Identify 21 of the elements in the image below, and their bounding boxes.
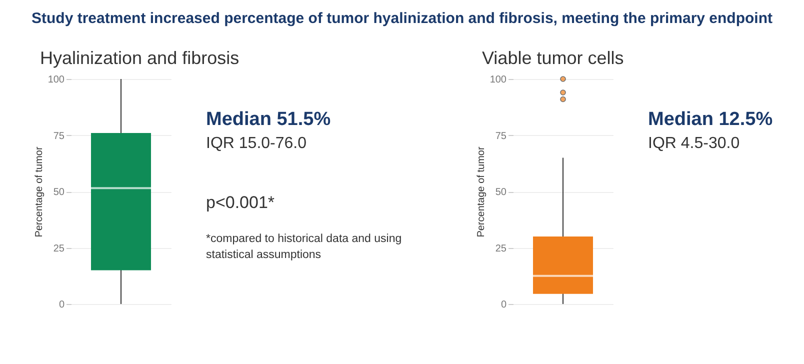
text: Median 12.5%: [648, 109, 773, 131]
text: IQR 15.0-76.0: [206, 135, 308, 153]
y-tick-label: 0: [500, 300, 507, 310]
y-tick-label: 75: [495, 130, 507, 142]
text: p<0.001*: [206, 193, 276, 213]
y-tick-label: 75: [53, 130, 65, 142]
text: Median 51.5%: [206, 109, 332, 131]
y-tick-label: 0: [58, 300, 65, 310]
text: Study treatment increased percentage of tumor hyalinization and fibrosis, meeting the primary endpoint: [30, 10, 774, 27]
y-tick-label: 50: [495, 187, 507, 198]
y-tick-label: 50: [53, 187, 65, 198]
text: IQR 4.5-30.0: [648, 135, 741, 153]
y-tick-label: 25: [53, 243, 65, 254]
y-axis-title: Percentage of tumor: [476, 146, 487, 238]
y-axis-title: Percentage of tumor: [34, 146, 45, 238]
y-tick-label: 100: [490, 74, 507, 86]
y-tick-label: 25: [495, 243, 507, 254]
text: *compared to historical data and using statistical assumptions: [206, 232, 403, 264]
chart-subtitle: Hyalinization and fibrosis: [40, 48, 240, 69]
y-tick-label: 100: [48, 74, 65, 86]
chart-subtitle: Viable tumor cells: [482, 48, 625, 69]
